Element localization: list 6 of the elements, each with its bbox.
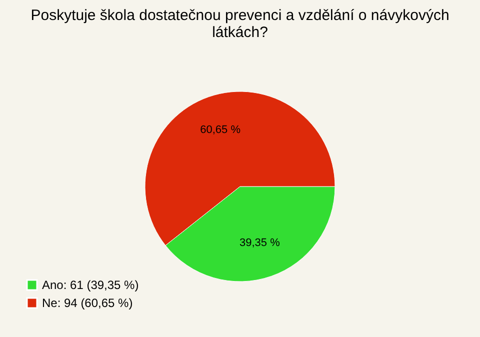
legend-label: Ano: 61 (39,35 %)	[42, 278, 139, 292]
text: Poskytuje škola dostatečnou prevenci a vzdělání o návykových	[30, 7, 450, 24]
text: látkách?	[212, 24, 268, 41]
data-label: 60,65 %	[200, 124, 241, 136]
data-label: 39,35 %	[240, 237, 280, 250]
legend-label: Ne: 94 (60,65 %)	[42, 296, 133, 310]
